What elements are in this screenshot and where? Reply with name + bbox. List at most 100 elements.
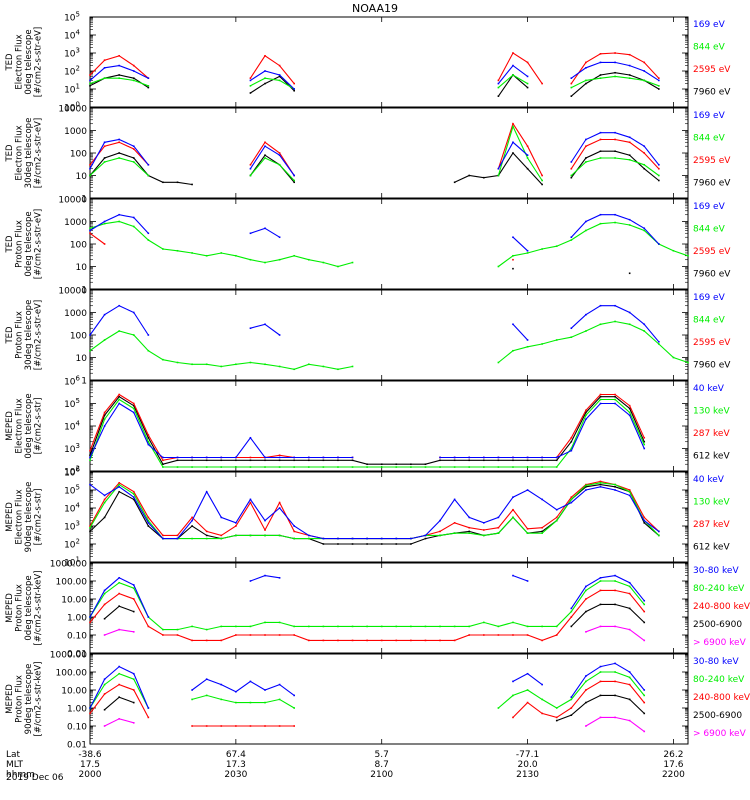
data-point — [103, 494, 106, 497]
footer-row-label: hhmm — [6, 770, 35, 780]
data-point — [585, 79, 587, 82]
data-point — [570, 501, 573, 504]
data-point — [512, 267, 514, 270]
data-point — [351, 261, 354, 264]
data-point — [366, 466, 368, 468]
footer-value: 2030 — [224, 770, 247, 780]
data-point — [570, 625, 573, 628]
data-point — [585, 409, 587, 412]
data-point — [512, 323, 514, 326]
data-point — [512, 122, 514, 125]
y-tick-label: 100 — [70, 241, 87, 251]
data-point — [264, 621, 266, 624]
series-group — [89, 480, 660, 545]
data-point — [453, 466, 456, 468]
data-point — [366, 639, 368, 642]
data-point — [526, 339, 529, 341]
data-point — [497, 526, 500, 529]
legend-entry: > 6900 keV — [693, 729, 747, 739]
data-point — [220, 456, 223, 459]
data-point — [264, 689, 266, 691]
data-point — [132, 672, 135, 675]
data-point — [278, 163, 281, 166]
data-point — [643, 522, 646, 524]
data-point — [570, 77, 573, 79]
data-point — [555, 719, 558, 722]
data-point — [512, 621, 514, 624]
data-point — [380, 543, 383, 545]
data-point — [599, 77, 602, 79]
data-point — [293, 525, 295, 527]
data-point — [380, 639, 383, 642]
footer-row-label: MLT — [6, 760, 24, 770]
series-line — [89, 484, 660, 540]
footer-value: -38.6 — [78, 750, 102, 760]
data-point — [278, 683, 281, 686]
data-point — [570, 616, 573, 618]
data-point — [643, 730, 646, 733]
data-point — [132, 407, 135, 410]
data-point — [235, 634, 237, 636]
data-point — [278, 577, 281, 579]
data-point — [147, 434, 150, 436]
data-point — [628, 218, 631, 221]
data-point — [687, 361, 689, 364]
data-point — [132, 598, 135, 600]
data-point — [118, 395, 120, 398]
data-point — [570, 86, 573, 89]
data-point — [658, 343, 660, 345]
data-point — [614, 138, 616, 141]
legend-entry: 80-240 keV — [693, 675, 745, 685]
data-point — [118, 398, 120, 401]
data-point — [541, 698, 543, 701]
data-point — [205, 537, 208, 540]
data-point — [103, 222, 106, 225]
data-point — [512, 456, 514, 459]
data-point — [643, 694, 646, 697]
data-point — [585, 82, 587, 85]
data-point — [249, 163, 252, 166]
footer-value: 17.6 — [663, 760, 683, 770]
data-point — [526, 466, 529, 468]
data-point — [351, 459, 354, 462]
data-point — [643, 621, 646, 624]
data-point — [118, 482, 120, 484]
series-line — [89, 662, 645, 709]
y-tick-label: 100.00 — [56, 578, 88, 588]
series-line — [89, 150, 660, 186]
data-point — [351, 543, 354, 545]
data-point — [220, 625, 223, 628]
data-point — [307, 625, 310, 628]
y-tick-label: 1 — [81, 286, 87, 296]
data-point — [366, 625, 368, 628]
data-point — [585, 675, 587, 677]
data-point — [220, 365, 223, 368]
data-point — [278, 456, 281, 459]
data-point — [439, 466, 441, 468]
data-point — [264, 725, 266, 727]
data-point — [307, 639, 310, 642]
data-point — [453, 625, 456, 628]
data-point — [453, 522, 456, 524]
panel-frame — [89, 653, 689, 745]
data-point — [555, 716, 558, 719]
data-point — [614, 625, 616, 628]
data-point — [103, 603, 106, 606]
footer-value: 17.5 — [80, 760, 100, 770]
data-point — [628, 407, 631, 410]
data-point — [235, 525, 237, 527]
data-point — [585, 138, 587, 141]
y-tick-label: 10000 — [58, 287, 87, 297]
data-point — [541, 179, 543, 182]
data-point — [191, 698, 193, 701]
data-point — [264, 459, 266, 462]
data-point — [147, 174, 150, 177]
data-point — [555, 625, 558, 628]
series-line — [89, 398, 645, 468]
y-tick-label: 1000 — [64, 218, 87, 228]
data-point — [541, 343, 543, 345]
data-point — [118, 486, 120, 488]
y-tick-label: 1000 — [64, 309, 87, 319]
data-point — [614, 574, 616, 577]
y-tick-label: 101 — [64, 556, 80, 569]
